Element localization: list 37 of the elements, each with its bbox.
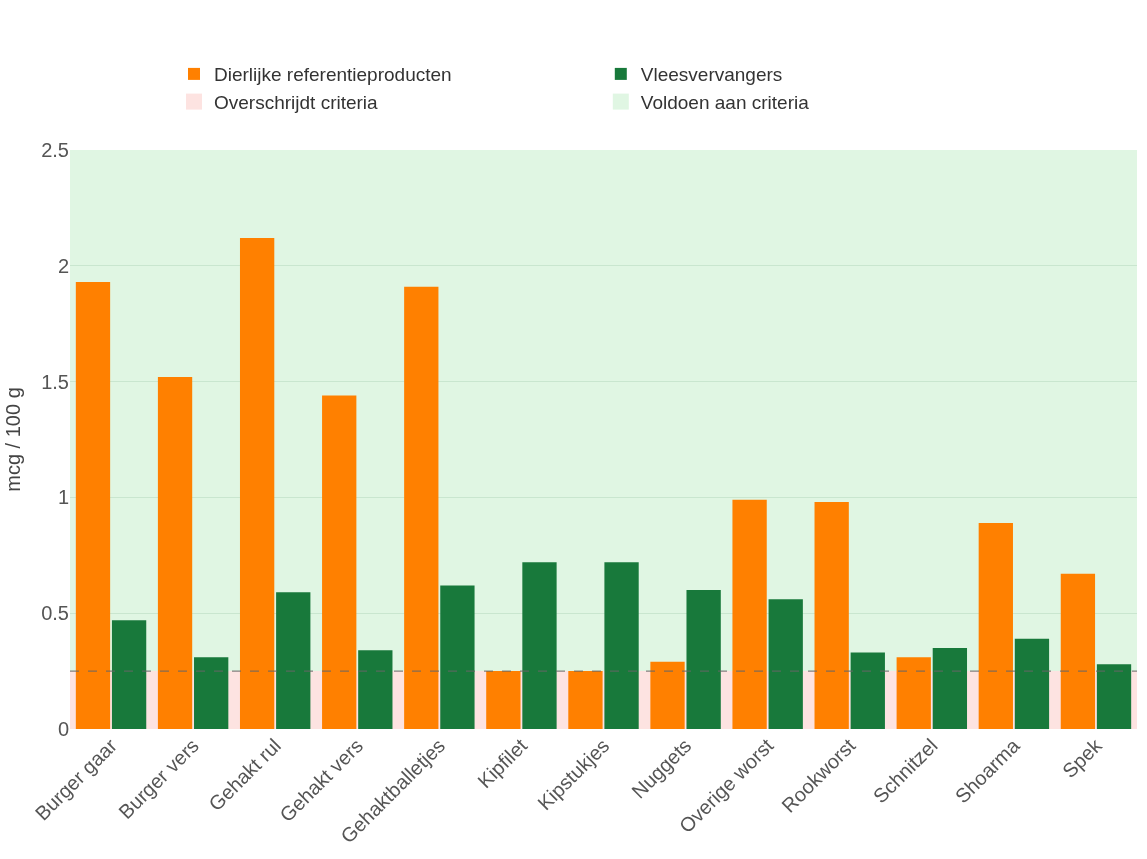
bar: [1096, 664, 1132, 729]
legend-label: Dierlijke referentieproducten: [214, 64, 452, 86]
bar: [604, 562, 639, 729]
legend-label: Overschrijdt criteria: [214, 92, 379, 114]
bar: [194, 657, 229, 729]
bar: [404, 286, 439, 729]
bar: [522, 562, 557, 729]
legend-label: Vleesvervangers: [640, 64, 783, 86]
bar: [157, 376, 193, 729]
y-tick-label: 0.5: [41, 602, 69, 625]
bar: [322, 395, 357, 729]
bar: [568, 671, 603, 729]
bar: [486, 671, 521, 729]
y-tick-label: 1.5: [41, 370, 69, 393]
y-axis-title: mcg / 100 g: [1, 387, 24, 492]
bar: [850, 652, 885, 729]
y-tick-label: 2: [57, 254, 69, 277]
bar: [1060, 573, 1096, 729]
bar: [732, 499, 767, 729]
bar: [768, 599, 803, 729]
legend-label: Voldoen aan criteria: [640, 92, 810, 114]
y-tick-label: 2.5: [41, 139, 69, 161]
bar: [978, 522, 1013, 729]
bar: [814, 502, 849, 729]
bar: [440, 585, 475, 729]
y-tick-label: 0: [57, 718, 69, 740]
bar: [358, 650, 393, 729]
bar: [111, 620, 147, 729]
bar: [1014, 638, 1050, 729]
bar: [75, 282, 111, 729]
bar: [650, 661, 685, 729]
y-tick-label: 1: [57, 486, 69, 509]
bar: [896, 657, 931, 729]
bar: [686, 590, 721, 729]
bar: [276, 592, 311, 729]
bar: [932, 647, 968, 729]
bar: [239, 238, 275, 729]
